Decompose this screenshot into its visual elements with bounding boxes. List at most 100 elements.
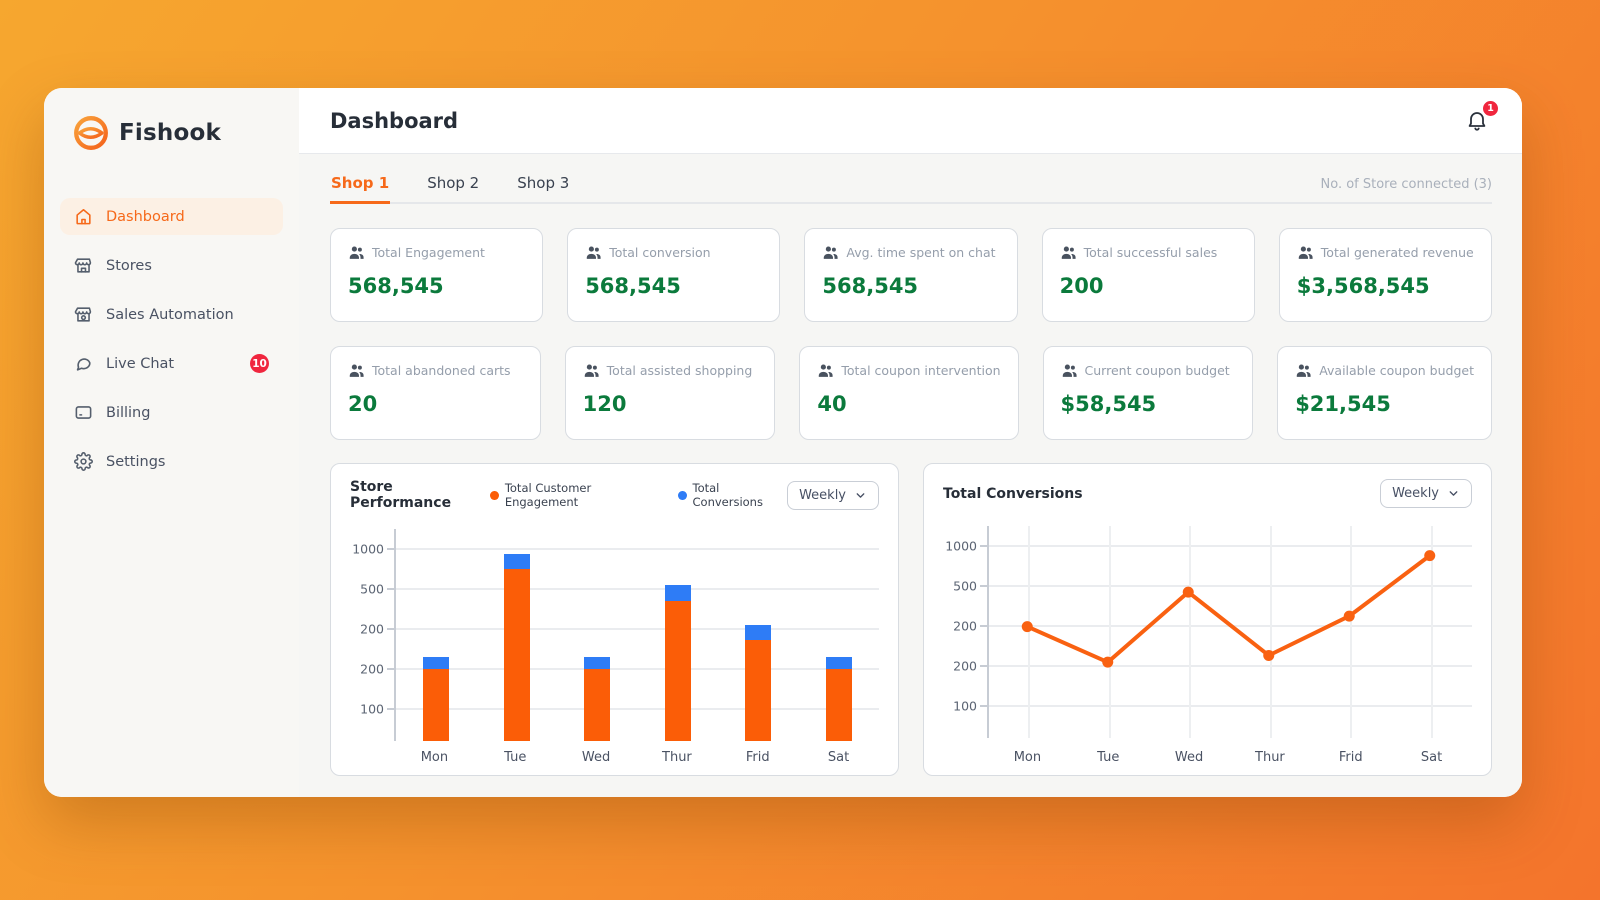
stat-card: Total generated revenue $3,568,545 [1278,228,1492,322]
people-icon [348,362,365,379]
y-tick-label: 200 [360,661,384,677]
axis-tick [980,545,987,547]
bar-segment-conversions [584,657,611,669]
gridline [396,668,879,670]
x-tick-label: Tue [1097,750,1120,765]
stat-label: Current coupon budget [1084,363,1230,378]
tab-shop-3[interactable]: Shop 3 [517,174,570,192]
people-icon [822,244,839,261]
vertical-gridline [1269,526,1272,738]
sidebar-item-settings[interactable]: Settings [60,443,283,480]
bar-segment-engagement [423,669,450,741]
bar-column [638,529,719,741]
legend-dot-conversions [678,490,687,500]
notifications-button[interactable]: 1 [1465,100,1498,134]
vertical-gridline [1189,526,1192,738]
gridline [989,665,1472,667]
axis-tick [387,628,394,630]
stat-label: Total conversion [609,245,711,260]
stats-row-2: Total abandoned carts 20 Total assisted sh… [330,346,1492,440]
y-tick-label: 1000 [352,541,384,557]
gridline [989,545,1472,547]
bar-segment-engagement [664,601,691,741]
sidebar-item-dashboard[interactable]: Dashboard [60,198,283,235]
sidebar-item-billing[interactable]: Billing [60,394,283,431]
bar-segment-engagement [745,640,772,741]
storefront-icon [74,305,93,324]
notification-count-badge: 1 [1483,100,1498,116]
x-tick-label: Thur [1255,750,1285,765]
y-tick-label: 100 [953,698,977,714]
chart-title: Total Conversions [943,485,1083,502]
bar-segment-engagement [584,669,611,741]
tab-shop-1[interactable]: Shop 1 [330,168,391,204]
vertical-gridline [1028,526,1031,738]
bar-column [477,529,558,741]
vertical-gridline [1350,526,1353,738]
total-conversions-chart-card: Total Conversions Weekly 1000 500 200 200 10… [923,463,1492,776]
period-select[interactable]: Weekly [1380,479,1472,508]
x-tick-label: Mon [1013,750,1042,765]
bar-segment-conversions [503,554,530,569]
stat-value: 568,545 [348,274,444,298]
axis-tick [387,668,394,670]
people-icon [817,362,834,379]
legend-label: Total Conversions [692,481,763,509]
people-icon [1061,362,1078,379]
sidebar-item-stores[interactable]: Stores [60,247,283,284]
line-chart-plot [980,526,1472,738]
sidebar-nav: Dashboard Stores Sales Automation Live C… [60,198,283,480]
data-point [1021,621,1033,633]
stat-card: Total assisted shopping 120 [564,346,776,440]
bar-segment-conversions [664,585,691,601]
stat-value: $21,545 [1295,392,1391,416]
vertical-gridline [1430,526,1433,738]
sidebar-item-sales-automation[interactable]: Sales Automation [60,296,283,333]
chart-title: Store Performance [350,479,452,511]
stat-value: 200 [1059,274,1104,298]
storefront-icon [74,256,93,275]
brand-logo: Fishook [60,106,283,154]
people-icon [1060,244,1077,261]
tab-shop-2[interactable]: Shop 2 [427,174,480,192]
sidebar-item-live-chat[interactable]: Live Chat 10 [60,345,283,382]
period-select[interactable]: Weekly [787,480,879,510]
axis-tick [387,708,394,710]
live-chat-count-badge: 10 [250,354,269,373]
chevron-down-icon [854,489,867,502]
bar-segment-conversions [423,657,450,669]
x-tick-label: Wed [1174,750,1204,765]
line-chart-y-axis: 1000 500 200 200 100 [943,526,987,738]
sidebar-item-label: Dashboard [106,208,185,225]
period-select-value: Weekly [1392,486,1439,501]
bar-column [799,529,880,741]
data-point [1424,550,1436,562]
bar-segment-conversions [825,657,852,669]
stat-label: Total abandoned carts [372,363,511,378]
bar-column [718,529,799,741]
gridline [989,705,1472,707]
x-tick-label: Mon [420,750,449,765]
stat-value: 40 [817,392,847,416]
shop-tabs: Shop 1 Shop 2 Shop 3 No. of Store connec… [330,168,1492,204]
data-point [1182,586,1194,598]
x-tick-label: Sat [1420,750,1443,765]
people-icon [1297,244,1314,261]
bar-column [557,529,638,741]
y-tick-label: 500 [953,578,977,594]
stat-label: Available coupon budget [1319,363,1474,378]
bar-segment-engagement [503,569,530,741]
charts-section: Store Performance Total Customer Engagem… [330,463,1492,776]
stat-card: Available coupon budget $21,545 [1277,346,1492,440]
bar-chart-plot [387,529,880,741]
stat-card: Total Engagement 568,545 [330,228,544,322]
bar-segment-engagement [825,669,852,741]
data-point [1343,610,1355,622]
bar-segment-conversions [745,625,772,640]
gridline [396,548,879,550]
store-performance-chart-card: Store Performance Total Customer Engagem… [330,463,899,776]
axis-tick [980,585,987,587]
stat-value: $3,568,545 [1296,274,1430,298]
fishook-logo-icon [70,112,112,154]
stat-card: Current coupon budget $58,545 [1042,346,1254,440]
